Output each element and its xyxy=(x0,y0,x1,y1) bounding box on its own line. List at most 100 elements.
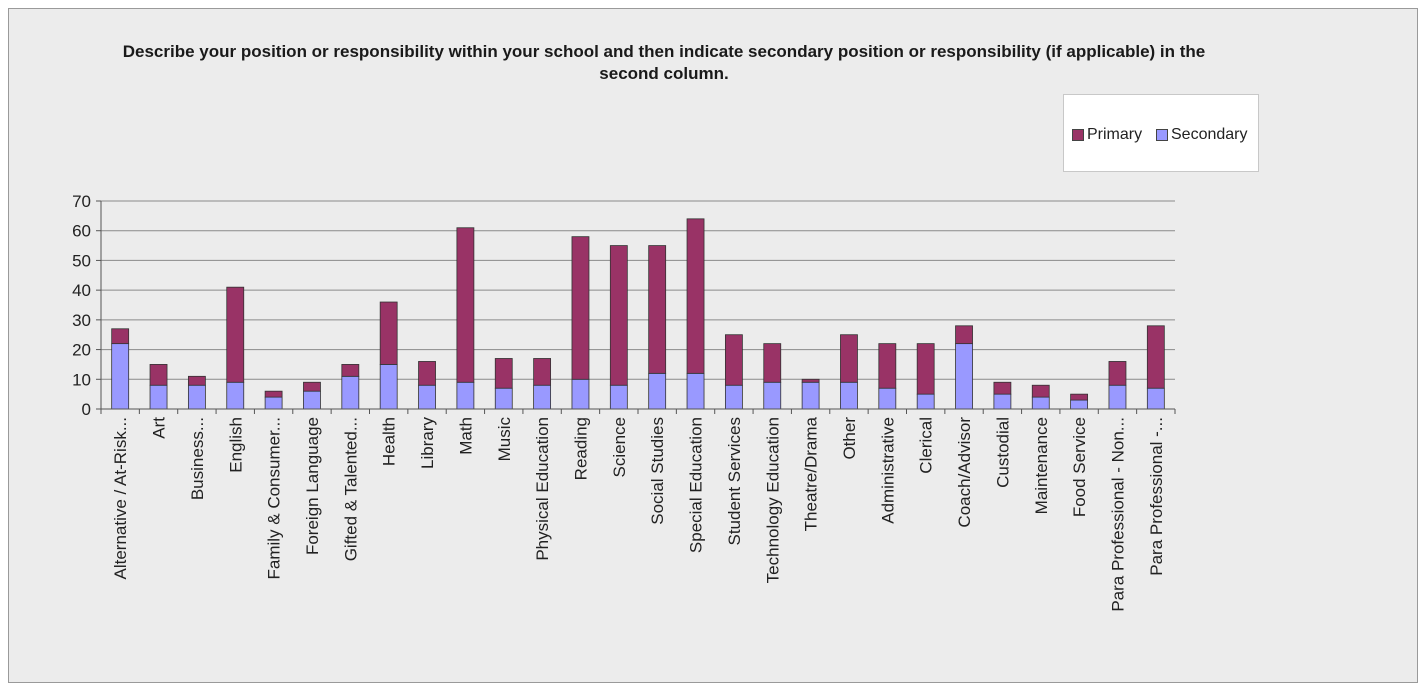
bar-secondary-13 xyxy=(609,384,628,410)
y-tick-label-20: 20 xyxy=(72,341,91,360)
legend-swatch-primary xyxy=(1072,129,1084,141)
bar-primary-9 xyxy=(456,227,475,383)
x-category-label-10: Music xyxy=(495,417,514,462)
legend: Primary Secondary xyxy=(1063,94,1259,172)
x-category-label-2: Business... xyxy=(188,417,207,500)
bar-secondary-25 xyxy=(1070,399,1089,410)
x-category-label-14: Social Studies xyxy=(648,417,667,525)
bar-primary-7 xyxy=(379,301,398,365)
x-category-label-0: Alternative / At-Risk... xyxy=(111,417,130,580)
bar-primary-18 xyxy=(801,378,820,383)
bar-secondary-16 xyxy=(724,384,743,410)
gridlines xyxy=(101,200,1175,410)
chart-frame: Describe your position or responsibility… xyxy=(8,8,1418,683)
bar-primary-17 xyxy=(763,343,782,383)
bar-secondary-12 xyxy=(571,378,590,410)
bar-primary-20 xyxy=(878,343,897,389)
x-category-label-20: Administrative xyxy=(878,417,897,524)
bar-primary-8 xyxy=(418,361,436,386)
bar-secondary-22 xyxy=(955,343,973,410)
x-category-label-16: Student Services xyxy=(725,417,744,546)
bar-secondary-15 xyxy=(686,372,705,410)
bar-secondary-19 xyxy=(840,381,858,410)
bar-primary-6 xyxy=(341,364,360,377)
bar-secondary-5 xyxy=(303,390,321,410)
bar-secondary-8 xyxy=(418,384,436,410)
bar-primary-16 xyxy=(724,334,743,386)
x-category-label-7: Health xyxy=(380,417,399,466)
bar-secondary-26 xyxy=(1108,384,1127,410)
bar-primary-15 xyxy=(686,218,705,374)
x-category-label-5: Foreign Language xyxy=(303,417,322,555)
y-tick-label-50: 50 xyxy=(72,251,91,270)
legend-label-secondary: Secondary xyxy=(1171,126,1248,143)
x-category-label-26: Para Professional - Non... xyxy=(1108,417,1127,612)
bar-primary-12 xyxy=(571,236,590,380)
bar-secondary-1 xyxy=(149,384,168,410)
bar-primary-11 xyxy=(533,358,552,386)
bar-secondary-18 xyxy=(801,381,820,410)
x-category-label-6: Gifted & Talented... xyxy=(341,417,360,561)
chart-title: Describe your position or responsibility… xyxy=(122,42,1206,83)
bar-primary-25 xyxy=(1070,393,1089,401)
bar-secondary-7 xyxy=(379,364,398,410)
bar-primary-27 xyxy=(1146,325,1165,389)
bar-primary-1 xyxy=(149,364,168,386)
bar-primary-2 xyxy=(187,375,206,386)
bar-secondary-17 xyxy=(763,381,782,410)
chart-plot: 0 10 20 30 40 50 60 70 Alternative / At-Risk... A… xyxy=(72,192,1176,612)
bar-secondary-3 xyxy=(226,381,245,410)
bar-secondary-6 xyxy=(341,375,360,410)
x-category-label-21: Clerical xyxy=(917,417,936,474)
bar-secondary-27 xyxy=(1146,387,1165,410)
bar-primary-19 xyxy=(840,334,858,383)
bar-secondary-2 xyxy=(187,384,206,410)
y-tick-label-70: 70 xyxy=(72,192,91,211)
bar-secondary-11 xyxy=(533,384,552,410)
bar-primary-23 xyxy=(993,381,1012,395)
x-category-label-12: Reading xyxy=(571,417,590,480)
legend-swatch-secondary xyxy=(1156,129,1168,141)
bar-secondary-10 xyxy=(494,387,513,410)
x-category-label-8: Library xyxy=(418,417,437,469)
x-category-label-1: Art xyxy=(150,417,169,439)
legend-label-primary: Primary xyxy=(1087,126,1143,143)
bar-secondary-9 xyxy=(456,381,475,410)
bar-secondary-14 xyxy=(648,372,667,410)
bar-primary-4 xyxy=(264,390,283,398)
bar-primary-5 xyxy=(303,381,321,392)
y-tick-label-60: 60 xyxy=(72,222,91,241)
x-category-label-23: Custodial xyxy=(993,417,1012,488)
bar-secondary-21 xyxy=(916,393,935,410)
x-category-label-24: Maintenance xyxy=(1032,417,1051,514)
x-category-label-3: English xyxy=(226,417,245,473)
y-tick-label-40: 40 xyxy=(72,281,91,300)
bar-primary-10 xyxy=(494,358,513,389)
bar-primary-13 xyxy=(609,245,628,386)
x-category-label-9: Math xyxy=(456,417,475,455)
x-category-label-15: Special Education xyxy=(687,417,706,553)
bar-secondary-4 xyxy=(264,396,283,410)
bar-primary-22 xyxy=(955,325,973,345)
bar-secondary-23 xyxy=(993,393,1012,410)
y-tick-label-10: 10 xyxy=(72,370,91,389)
bar-primary-14 xyxy=(648,245,667,374)
bar-primary-24 xyxy=(1031,384,1050,398)
x-category-label-13: Science xyxy=(610,417,629,477)
bar-primary-21 xyxy=(916,343,935,395)
x-category-label-4: Family & Consumer... xyxy=(265,417,284,580)
x-category-label-25: Food Service xyxy=(1070,417,1089,517)
bar-primary-3 xyxy=(226,286,245,383)
bar-secondary-0 xyxy=(111,343,130,410)
bar-primary-26 xyxy=(1108,361,1127,386)
bars xyxy=(111,218,1165,410)
bar-primary-0 xyxy=(111,328,130,345)
x-category-label-11: Physical Education xyxy=(533,417,552,561)
axes: 0 10 20 30 40 50 60 70 Alternative / At-Risk... A… xyxy=(72,192,1176,612)
bar-secondary-20 xyxy=(878,387,897,410)
y-tick-label-30: 30 xyxy=(72,311,91,330)
bar-secondary-24 xyxy=(1031,396,1050,410)
x-category-label-27: Para Professional -... xyxy=(1147,417,1166,576)
y-tick-label-0: 0 xyxy=(82,400,91,419)
x-category-label-22: Coach/Advisor xyxy=(955,417,974,528)
